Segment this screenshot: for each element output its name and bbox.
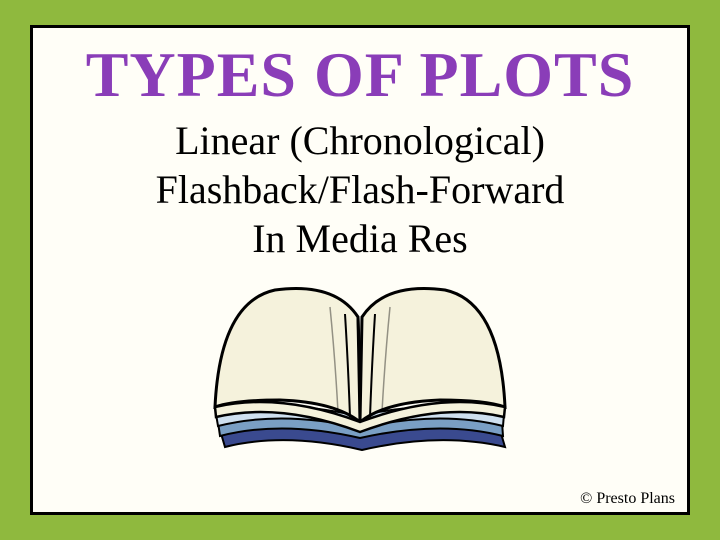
copyright-text: © Presto Plans xyxy=(580,490,675,508)
slide-title: TYPES OF PLOTS xyxy=(86,38,635,112)
plot-type-1: Linear (Chronological) xyxy=(175,117,545,164)
plot-type-2: Flashback/Flash-Forward xyxy=(156,166,565,213)
plot-type-3: In Media Res xyxy=(252,215,468,262)
slide-card: TYPES OF PLOTS Linear (Chronological) Fl… xyxy=(30,25,690,515)
open-book-icon xyxy=(190,272,530,472)
